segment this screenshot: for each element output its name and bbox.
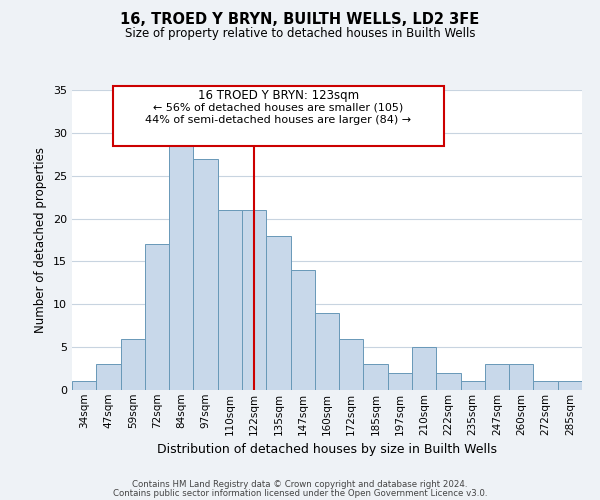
Bar: [364, 364, 388, 390]
Bar: [533, 382, 558, 390]
Y-axis label: Number of detached properties: Number of detached properties: [34, 147, 47, 333]
X-axis label: Distribution of detached houses by size in Builth Wells: Distribution of detached houses by size …: [157, 443, 497, 456]
Bar: [436, 373, 461, 390]
Bar: [72, 382, 96, 390]
Bar: [96, 364, 121, 390]
Bar: [242, 210, 266, 390]
Bar: [461, 382, 485, 390]
Bar: [169, 142, 193, 390]
Text: 16, TROED Y BRYN, BUILTH WELLS, LD2 3FE: 16, TROED Y BRYN, BUILTH WELLS, LD2 3FE: [121, 12, 479, 28]
Text: Contains HM Land Registry data © Crown copyright and database right 2024.: Contains HM Land Registry data © Crown c…: [132, 480, 468, 489]
Bar: [412, 347, 436, 390]
Bar: [121, 338, 145, 390]
Bar: [193, 158, 218, 390]
Bar: [388, 373, 412, 390]
Bar: [266, 236, 290, 390]
Text: 44% of semi-detached houses are larger (84) →: 44% of semi-detached houses are larger (…: [145, 115, 412, 125]
Text: Contains public sector information licensed under the Open Government Licence v3: Contains public sector information licen…: [113, 488, 487, 498]
Bar: [290, 270, 315, 390]
Text: 16 TROED Y BRYN: 123sqm: 16 TROED Y BRYN: 123sqm: [198, 89, 359, 102]
Bar: [218, 210, 242, 390]
Bar: [558, 382, 582, 390]
Bar: [145, 244, 169, 390]
Bar: [339, 338, 364, 390]
Text: Size of property relative to detached houses in Builth Wells: Size of property relative to detached ho…: [125, 28, 475, 40]
Bar: [315, 313, 339, 390]
Text: ← 56% of detached houses are smaller (105): ← 56% of detached houses are smaller (10…: [154, 102, 404, 113]
Bar: [509, 364, 533, 390]
FancyBboxPatch shape: [113, 86, 443, 146]
Bar: [485, 364, 509, 390]
